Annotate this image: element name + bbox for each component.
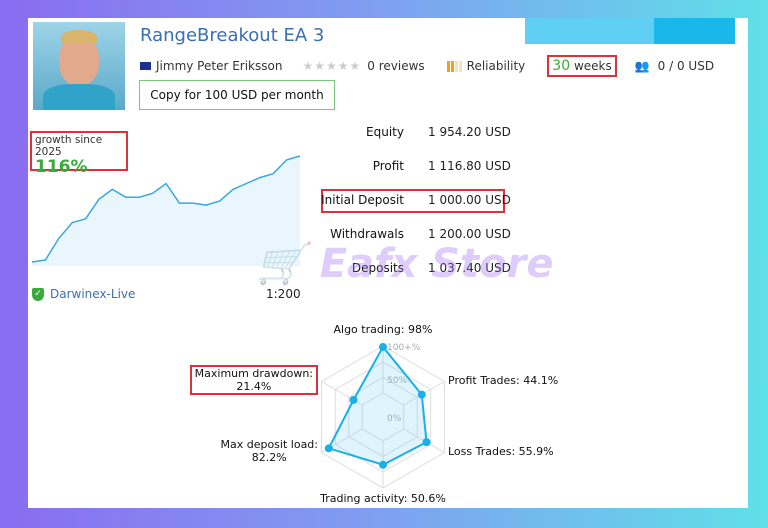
radar-axis-label: Trading activity: 50.6% xyxy=(320,492,446,505)
radar-point xyxy=(324,444,333,453)
weeks-badge: 30 weeks xyxy=(547,55,617,77)
signal-meta: Jimmy Peter Eriksson ★★★★★ 0 reviews Rel… xyxy=(140,55,714,77)
verified-shield-icon: ✓ xyxy=(32,287,44,301)
avatar xyxy=(33,22,125,110)
radar-point xyxy=(417,390,426,399)
radar-scale-label: 50% xyxy=(387,376,407,386)
stat-label: Equity xyxy=(366,125,404,139)
radar-ring xyxy=(334,361,432,473)
stat-value: 1 200.00 USD xyxy=(428,227,511,241)
growth-label: growth since 2025 xyxy=(35,134,103,158)
copy-button[interactable]: Copy for 100 USD per month xyxy=(139,80,335,110)
stat-value: 1 000.00 USD xyxy=(428,193,511,207)
growth-value: 116% xyxy=(35,157,88,177)
radar-point xyxy=(422,438,431,447)
radar-scale-label: 0% xyxy=(387,414,402,424)
radar-area xyxy=(327,345,428,466)
growth-area xyxy=(32,156,300,266)
star-rating-icon: ★★★★★ xyxy=(302,59,362,73)
stat-label: Initial Deposit xyxy=(321,193,404,207)
radar-point xyxy=(349,395,358,404)
radar-axis-label: Profit Trades: 44.1% xyxy=(448,374,559,387)
radar-ring xyxy=(321,345,445,489)
australia-flag-icon xyxy=(140,62,151,70)
reliability-icon xyxy=(446,60,462,72)
radar-ring xyxy=(348,376,418,458)
watermark-logo: 🛒 Eafx Store xyxy=(256,241,554,287)
broker-link[interactable]: Darwinex-Live xyxy=(50,287,136,301)
stat-value: 1 116.80 USD xyxy=(428,159,511,173)
reviews-link[interactable]: 0 reviews xyxy=(367,59,425,73)
broker: ✓ Darwinex-Live xyxy=(32,287,135,301)
radar-spoke xyxy=(403,428,445,453)
radar-spoke xyxy=(321,428,363,453)
growth-line xyxy=(31,155,301,263)
radar-point xyxy=(379,460,387,469)
growth-box: growth since 2025 116% xyxy=(30,131,128,176)
signal-card: RangeBreakout EA 3 Jimmy Peter Eriksson … xyxy=(28,18,748,508)
subscribers-value: 0 / 0 USD xyxy=(657,59,715,73)
radar-spoke xyxy=(403,381,445,406)
radar-spoke xyxy=(321,381,363,406)
radar-axis-label: Loss Trades: 55.9% xyxy=(448,445,554,458)
stat-label: Profit xyxy=(372,159,404,173)
stat-value: 1 037.40 USD xyxy=(428,261,511,275)
stat-bar xyxy=(525,18,636,44)
page-title[interactable]: RangeBreakout EA 3 xyxy=(140,25,325,46)
radar-point xyxy=(379,342,387,351)
stat-value: 1 954.20 USD xyxy=(428,125,511,139)
stat-label: Withdrawals xyxy=(330,227,404,241)
radar-axis-label: Max deposit load: 82.2% xyxy=(220,438,318,464)
reliability-label: Reliability xyxy=(466,59,526,73)
stat-label: Deposits xyxy=(351,261,404,275)
radar-axis-label: Maximum drawdown: 21.4% xyxy=(189,365,318,395)
author-link[interactable]: Jimmy Peter Eriksson xyxy=(156,59,283,73)
radar-scale-label: 100+% xyxy=(387,343,421,353)
radar-axis-label: Algo trading: 98% xyxy=(333,323,433,336)
leverage: 1:200 xyxy=(266,287,301,301)
radar-ring xyxy=(361,392,405,442)
subscribers-icon: 👥 xyxy=(634,59,650,73)
growth-chart xyxy=(31,155,301,266)
